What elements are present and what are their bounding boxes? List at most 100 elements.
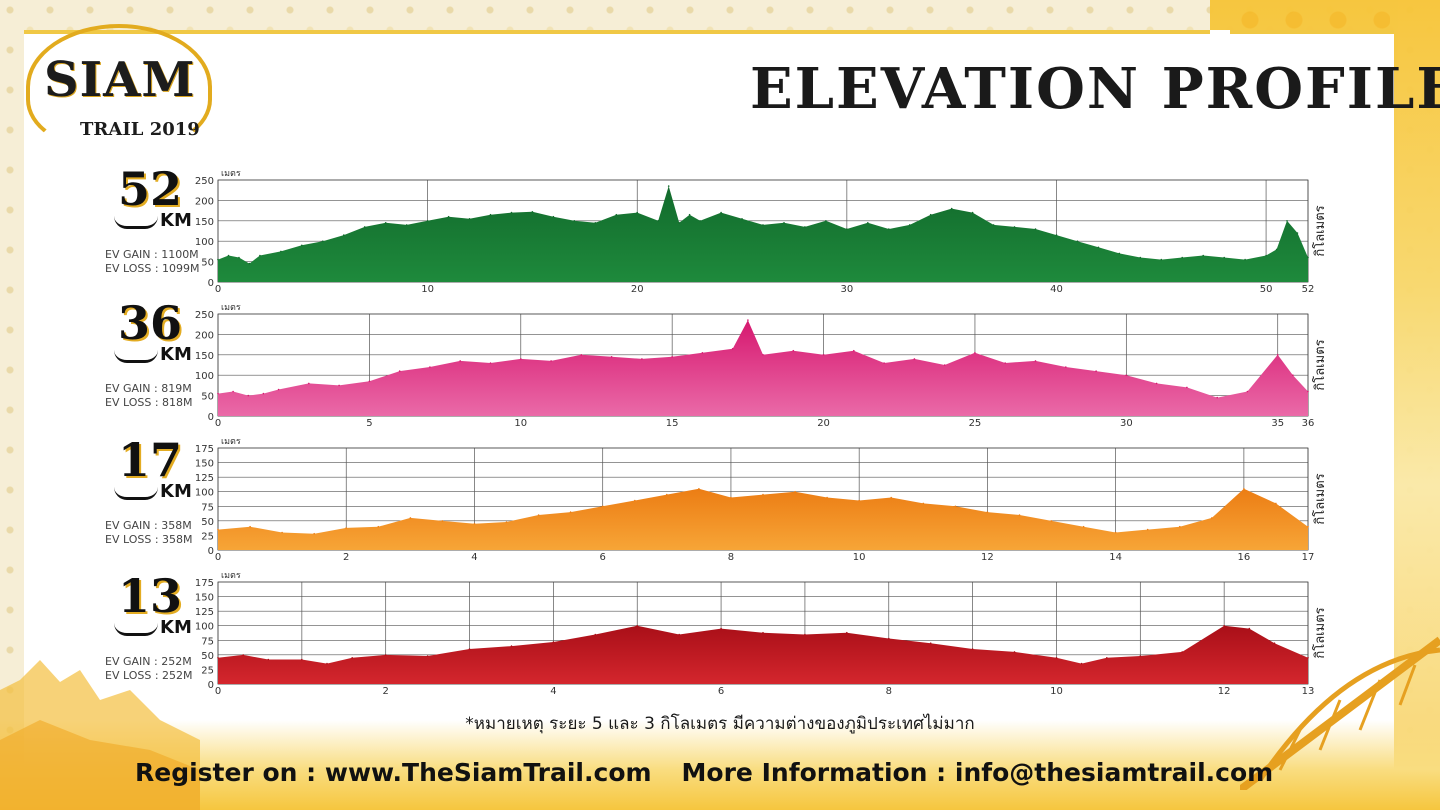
race-km: KM [160,481,192,502]
x-tick-label: 15 [666,418,679,429]
elevation-point [1004,362,1006,364]
x-tick-label: 20 [631,284,644,295]
logo-arc [26,24,212,150]
elevation-point [688,213,691,216]
elevation-point [1139,256,1142,259]
elevation-point [1286,220,1288,222]
elevation-chart-52: 0 50 100 150 200 250 0 10 20 30 40 50 52 เมตร กิโลเมตร [195,168,1330,295]
elevation-point [943,364,946,366]
elevation-point [1223,624,1225,627]
elevation-point [1055,657,1058,659]
elevation-point [531,211,534,213]
bridge-illustration [1240,636,1440,790]
elevation-point [1248,627,1251,630]
y-tick-label: 50 [201,651,214,662]
ev-loss: EV LOSS : 252M [105,669,193,682]
race-distance: 17 [118,433,183,487]
elevation-point [322,240,324,242]
elevation-point [217,657,219,659]
elevation-point [666,493,668,496]
elevation-point [468,648,471,650]
info-email[interactable]: More Information : info@thesiamtrail.com [681,758,1274,787]
register-link[interactable]: Register on : www.TheSiamTrail.com [135,758,652,787]
elevation-point [326,662,328,665]
y-tick-label: 75 [201,636,214,647]
elevation-point [1307,390,1309,393]
elevation-point [280,250,282,253]
y-axis-label: เมตร [221,571,241,581]
x-tick-label: 10 [853,552,866,563]
y-tick-label: 0 [208,278,214,289]
elevation-point [217,258,219,261]
x-axis-label-right: กิโลเมตร [1312,339,1328,390]
elevation-point [1273,642,1276,644]
logo-sub: TRAIL 2019 [80,119,200,140]
elevation-point [429,366,431,368]
y-tick-label: 100 [195,622,214,633]
ev-loss: EV LOSS : 358M [105,533,193,546]
elevation-point [1034,360,1037,362]
elevation-point [1155,382,1158,385]
elevation-point [1181,256,1183,259]
elevation-point [262,392,265,395]
elevation-point [971,648,974,650]
elevation-area [218,488,1308,550]
elevation-point [678,633,680,636]
elevation-chart-36: 0 50 100 150 200 250 0 5 10 15 20 25 30 35 36 เมตร กิโลเ… [195,302,1330,429]
elevation-point [701,352,704,354]
elevation-point [1146,528,1149,531]
x-tick-label: 4 [550,686,556,697]
elevation-point [259,254,261,257]
elevation-point [1114,531,1117,534]
race-badge-36: 36 KM EV GAIN : 819M EV LOSS : 818M [100,300,218,428]
elevation-point [217,392,219,395]
elevation-point [1211,517,1213,519]
ev-loss: EV LOSS : 1099M [105,262,200,275]
elevation-point [1080,662,1083,665]
ev-gain: EV GAIN : 252M [105,655,192,668]
elevation-point [699,220,701,222]
elevation-point [929,213,932,216]
elevation-point [384,654,387,656]
elevation-point [908,224,911,226]
elevation-point [301,244,303,247]
race-badge-13: 13 KM EV GAIN : 252M EV LOSS : 252M [100,573,218,701]
elevation-point [826,496,828,499]
y-tick-label: 175 [195,444,214,455]
y-tick-label: 175 [195,578,214,589]
elevation-point [822,354,825,356]
y-tick-label: 250 [195,176,214,187]
elevation-point [426,220,429,222]
elevation-point [510,645,513,647]
elevation-point [1181,651,1183,653]
x-tick-label: 6 [600,552,606,563]
elevation-point [277,388,280,391]
elevation-point [510,211,513,214]
x-tick-label: 10 [1050,686,1063,697]
elevation-point [601,505,604,508]
elevation-point [1265,254,1267,257]
elevation-point [247,394,250,397]
elevation-point [971,211,974,214]
elevation-point [459,360,462,362]
ev-gain: EV GAIN : 358M [105,519,192,532]
elevation-point [338,384,340,387]
x-tick-label: 16 [1238,552,1251,563]
elevation-point [1125,374,1128,376]
y-tick-label: 150 [195,351,214,362]
elevation-point [1018,514,1021,516]
x-tick-label: 10 [514,418,527,429]
elevation-point [1139,655,1142,657]
elevation-point [1292,374,1294,376]
race-km: KM [160,617,192,638]
y-tick-label: 100 [195,237,214,248]
elevation-point [667,185,670,187]
elevation-point [883,362,885,364]
footnote: *หมายเหตุ ระยะ 5 และ 3 กิโลเมตร มีความต่… [465,714,975,734]
elevation-point [281,531,283,534]
elevation-point [552,641,555,643]
y-tick-label: 0 [208,412,214,423]
elevation-point [468,218,471,220]
elevation-area [218,320,1308,416]
elevation-point [1013,226,1016,228]
